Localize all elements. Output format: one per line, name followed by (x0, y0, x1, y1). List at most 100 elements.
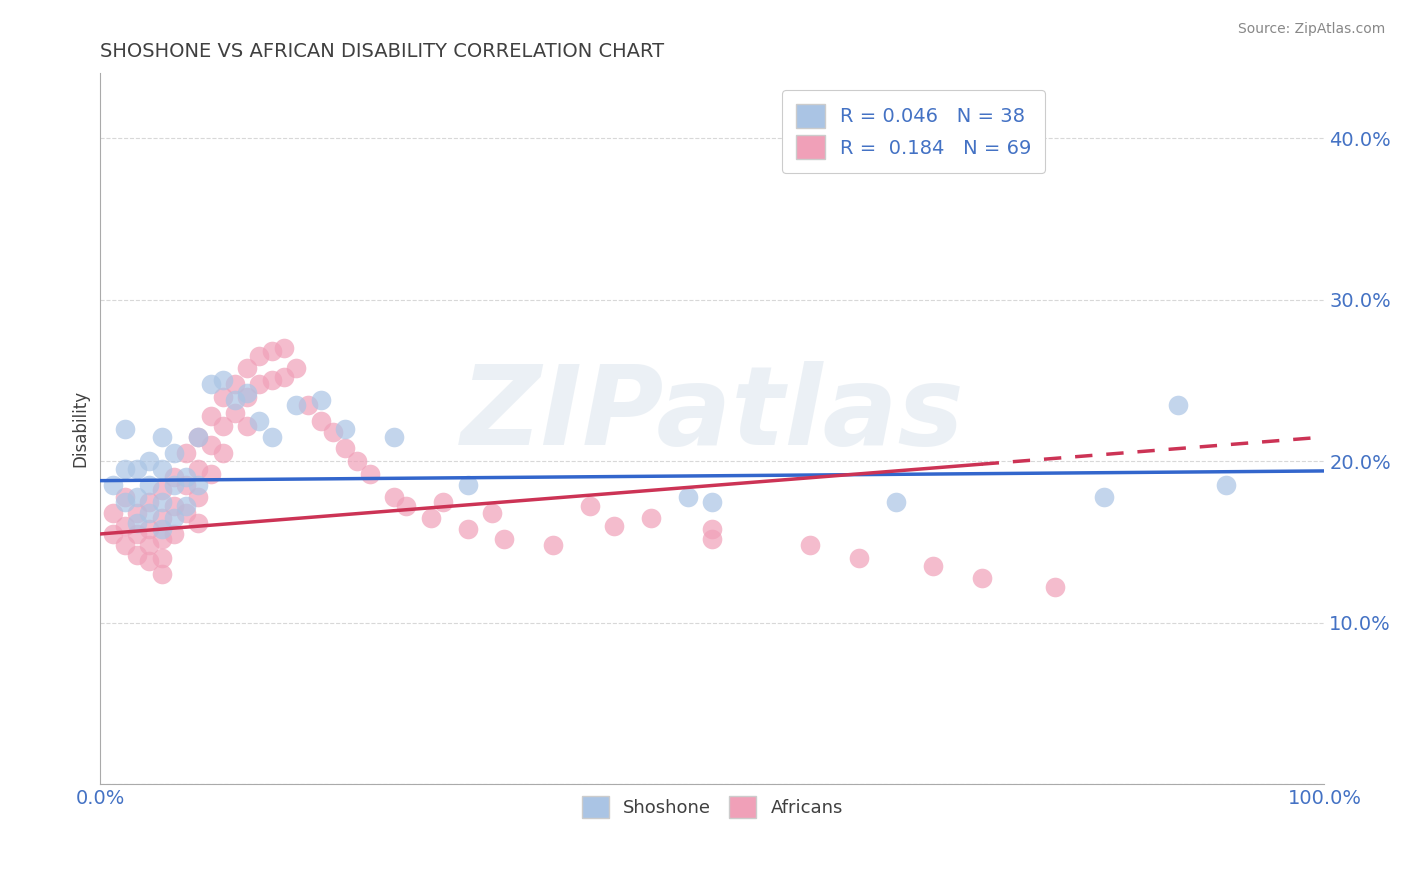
Point (114, 494, 136, 508)
Point (150, 510, 173, 524)
Point (187, 478, 209, 492)
Point (174, 506, 197, 520)
Point (1092, 490, 1115, 504)
Point (249, 414, 271, 428)
Point (150, 462, 173, 476)
Point (260, 344, 283, 359)
Point (200, 438, 222, 452)
Point (297, 398, 319, 412)
Point (494, 532, 516, 546)
Point (236, 390, 259, 404)
Point (285, 360, 308, 375)
Point (200, 409, 222, 423)
Point (273, 341, 295, 355)
Point (419, 510, 441, 524)
Point (114, 422, 136, 436)
Legend: Shoshone, Africans: Shoshone, Africans (575, 789, 851, 825)
Point (138, 494, 160, 508)
Point (138, 538, 160, 552)
Point (150, 532, 173, 546)
Point (702, 494, 724, 508)
Point (346, 454, 368, 468)
Point (382, 490, 405, 504)
Point (163, 470, 186, 484)
Point (884, 494, 907, 508)
Point (138, 506, 160, 520)
Point (150, 430, 173, 444)
Point (1166, 398, 1188, 412)
Point (224, 392, 246, 407)
Point (322, 425, 344, 439)
Point (174, 446, 197, 460)
Point (174, 500, 197, 514)
Point (200, 376, 222, 391)
Point (236, 418, 259, 433)
Point (200, 467, 222, 482)
Point (236, 386, 259, 401)
Point (1215, 478, 1237, 492)
Point (114, 519, 136, 533)
Point (333, 442, 356, 456)
Point (457, 522, 479, 536)
Y-axis label: Disability: Disability (72, 391, 89, 467)
Point (432, 494, 454, 508)
Point (481, 506, 503, 520)
Point (138, 554, 160, 568)
Text: SHOSHONE VS AFRICAN DISABILITY CORRELATION CHART: SHOSHONE VS AFRICAN DISABILITY CORRELATI… (100, 42, 665, 61)
Point (211, 390, 233, 404)
Point (848, 551, 870, 566)
Point (676, 490, 699, 504)
Point (211, 446, 233, 460)
Point (150, 483, 173, 498)
Point (163, 478, 186, 492)
Point (333, 422, 356, 436)
Point (150, 567, 173, 582)
Point (125, 462, 148, 476)
Point (125, 490, 148, 504)
Point (101, 478, 124, 492)
Point (382, 430, 405, 444)
Point (249, 376, 271, 391)
Point (187, 490, 209, 504)
Point (114, 538, 136, 552)
Point (249, 349, 271, 363)
Point (309, 414, 332, 428)
Point (174, 478, 197, 492)
Point (799, 538, 821, 552)
Point (138, 454, 160, 468)
Text: Source: ZipAtlas.com: Source: ZipAtlas.com (1237, 22, 1385, 37)
Point (150, 551, 173, 566)
Point (921, 559, 943, 574)
Point (359, 467, 381, 482)
Point (395, 500, 418, 514)
Point (702, 532, 724, 546)
Point (174, 470, 197, 484)
Point (579, 500, 602, 514)
Point (114, 490, 136, 504)
Point (211, 374, 233, 388)
Point (101, 506, 124, 520)
Point (114, 462, 136, 476)
Point (224, 376, 246, 391)
Point (138, 478, 160, 492)
Point (163, 500, 186, 514)
Point (603, 519, 626, 533)
Point (640, 510, 662, 524)
Point (125, 548, 148, 562)
Point (260, 430, 283, 444)
Point (224, 406, 246, 420)
Point (285, 398, 308, 412)
Text: ZIPatlas: ZIPatlas (461, 361, 965, 468)
Point (273, 370, 295, 384)
Point (236, 360, 259, 375)
Point (187, 430, 209, 444)
Point (125, 506, 148, 520)
Point (163, 446, 186, 460)
Point (163, 527, 186, 541)
Point (101, 527, 124, 541)
Point (150, 494, 173, 508)
Point (457, 478, 479, 492)
Point (260, 374, 283, 388)
Point (187, 516, 209, 530)
Point (970, 571, 993, 585)
